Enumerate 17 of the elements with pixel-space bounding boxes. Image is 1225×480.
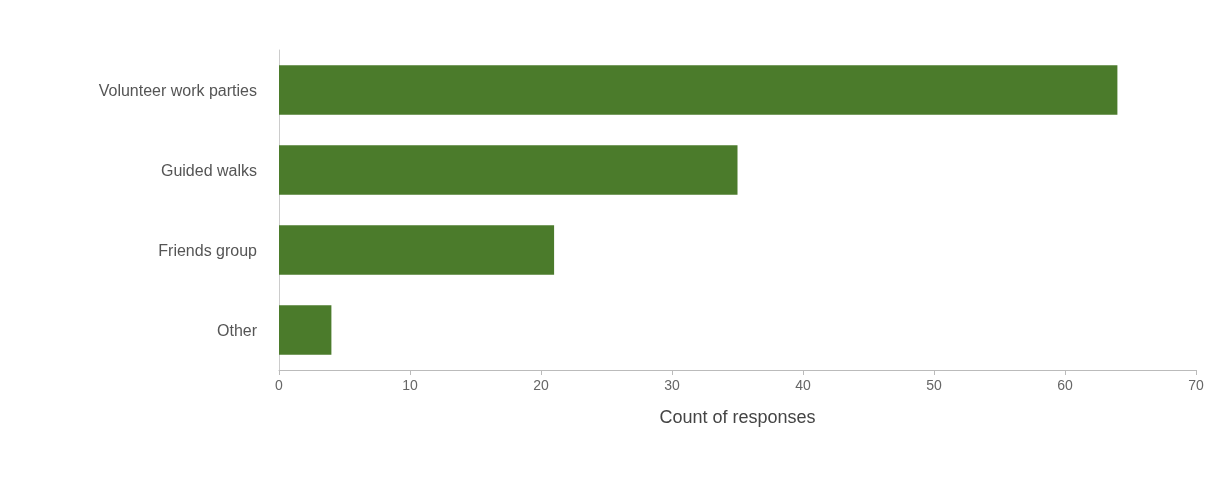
- x-axis-title: Count of responses: [659, 407, 816, 427]
- x-tick-label: 70: [1188, 377, 1204, 393]
- y-tick-label: Volunteer work parties: [98, 81, 257, 99]
- bar: [279, 65, 1118, 115]
- bar: [279, 305, 332, 355]
- bar: [279, 145, 738, 195]
- bar: [279, 225, 555, 275]
- y-tick-label: Guided walks: [160, 161, 257, 179]
- x-tick-label: 30: [664, 377, 680, 393]
- y-tick-label: Friends group: [158, 241, 258, 259]
- y-tick-label: Other: [216, 321, 258, 339]
- x-tick-label: 50: [926, 377, 942, 393]
- x-tick-label: 20: [533, 377, 549, 393]
- x-tick-label: 60: [1057, 377, 1073, 393]
- x-tick-label: 40: [795, 377, 811, 393]
- x-tick-label: 10: [402, 377, 418, 393]
- x-tick-label: 0: [275, 377, 284, 393]
